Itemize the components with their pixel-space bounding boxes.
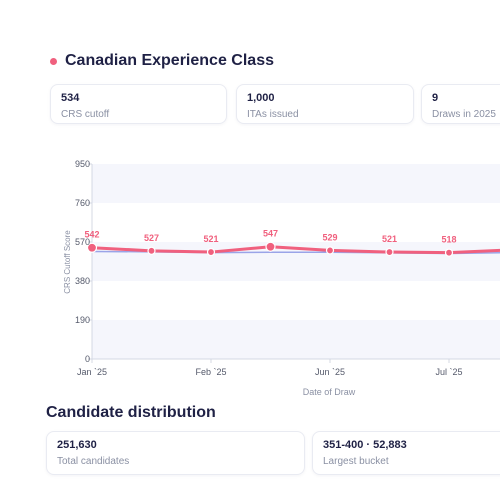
data-label: 527 — [144, 233, 159, 243]
dist-value: 251,630 — [57, 439, 97, 451]
stat-label: Draws in 2025 — [432, 109, 496, 120]
dist-card-largest-bucket: 351-400 · 52,883 Largest bucket — [312, 431, 500, 475]
primary-series-line — [90, 245, 500, 255]
y-tick-label: 380 — [75, 276, 90, 286]
dist-label: Total candidates — [57, 456, 130, 467]
stat-label: CRS cutoff — [61, 109, 110, 120]
data-point — [265, 241, 276, 252]
y-tick-label: 0 — [85, 354, 90, 364]
grid-band — [92, 320, 500, 359]
data-point — [325, 246, 335, 255]
x-tick-label: Jan `25 — [77, 367, 107, 377]
section-title-text: Canadian Experience Class — [65, 52, 274, 69]
data-label: 518 — [441, 235, 456, 245]
data-label: 542 — [84, 230, 99, 240]
stat-card-crs-cutoff: 534 CRS cutoff — [50, 84, 227, 124]
crs-line-chart: 0 190 380 570 760 950 Jan `25 Feb `25 Jun `25 Jul… — [63, 159, 500, 397]
y-tick-label: 570 — [75, 237, 90, 247]
grid-band — [92, 164, 500, 203]
data-point — [385, 247, 394, 257]
x-tick-label: Feb `25 — [195, 367, 226, 377]
section-title: Canadian Experience Class — [50, 52, 274, 70]
data-point — [444, 248, 454, 257]
data-point — [147, 246, 156, 255]
stat-value: 1,000 — [247, 92, 275, 104]
data-point — [86, 242, 98, 253]
data-label: 529 — [322, 232, 337, 242]
stat-label: ITAs issued — [247, 109, 299, 120]
crs-chart: 0 190 380 570 760 950 Jan `25 Feb `25 Jun `25 Jul… — [0, 150, 500, 400]
stat-card-itas-issued: 1,000 ITAs issued — [236, 84, 414, 124]
dist-card-total: 251,630 Total candidates — [46, 431, 305, 475]
stat-value: 534 — [61, 92, 80, 104]
dist-value: 351-400 · 52,883 — [323, 439, 407, 451]
data-label: 521 — [203, 234, 218, 244]
stat-value: 9 — [432, 92, 439, 104]
data-label: 547 — [263, 229, 278, 239]
data-label: 521 — [382, 234, 397, 244]
y-tick-label: 190 — [75, 315, 90, 325]
status-dot-icon — [50, 57, 57, 65]
stat-card-draws: 9 Draws in 2025 — [421, 84, 500, 124]
x-tick-label: Jun `25 — [315, 367, 345, 377]
data-point — [206, 247, 216, 257]
distribution-title: Candidate distribution — [46, 404, 216, 421]
x-tick-label: Jul `25 — [435, 367, 462, 377]
y-tick-label: 950 — [75, 159, 90, 169]
dist-label: Largest bucket — [323, 456, 389, 467]
y-axis-title: CRS Cutoff Score — [63, 230, 72, 294]
y-tick-label: 760 — [75, 198, 90, 208]
x-axis-title: Date of Draw — [303, 387, 356, 397]
